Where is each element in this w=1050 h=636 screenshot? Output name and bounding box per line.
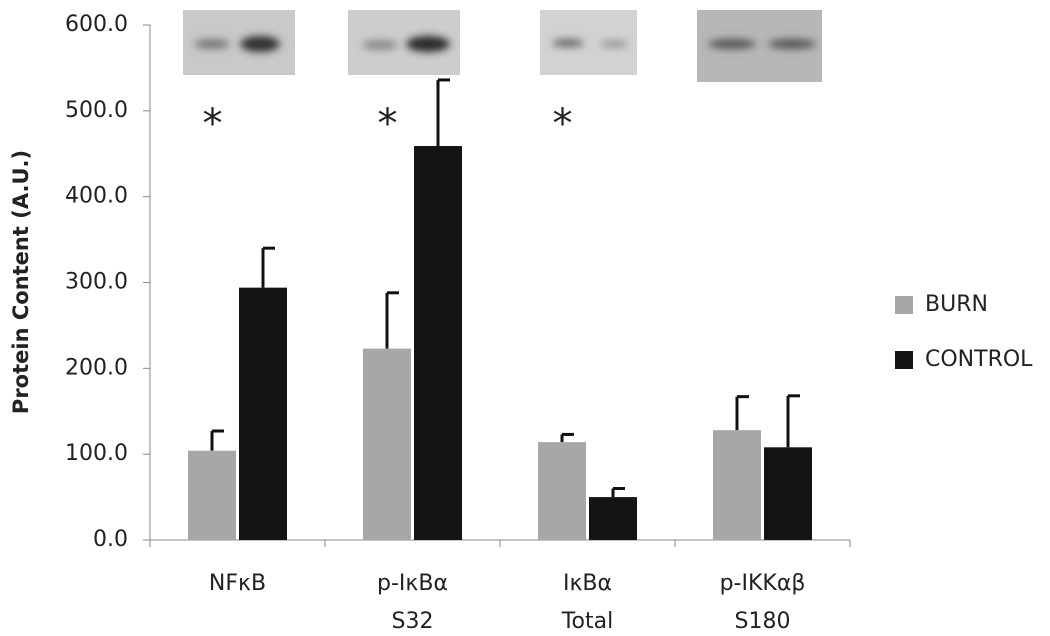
y-tick-label: 500.0	[65, 98, 128, 123]
legend-label: BURN	[925, 292, 988, 317]
bar	[239, 287, 287, 540]
y-tick-label: 300.0	[65, 270, 128, 295]
x-tick-label: S180	[735, 609, 791, 634]
significance-marker: *	[203, 101, 223, 147]
bar	[538, 442, 586, 540]
legend-label: CONTROL	[925, 347, 1033, 372]
y-axis-label: Protein Content (A.U.)	[9, 150, 33, 414]
x-tick-label: Total	[561, 609, 613, 634]
legend-swatch	[895, 351, 913, 369]
x-tick-label: NFκB	[209, 571, 266, 596]
significance-marker: *	[553, 101, 573, 147]
y-tick-label: 600.0	[65, 12, 128, 37]
bar	[764, 447, 812, 540]
x-tick-label: IκBα	[563, 571, 612, 596]
bar	[363, 348, 411, 540]
blot-images	[183, 10, 822, 82]
x-tick-label: S32	[392, 609, 434, 634]
x-tick-label: p-IKKαβ	[720, 571, 806, 596]
significance-marker: *	[378, 101, 398, 147]
y-tick-label: 0.0	[93, 527, 128, 552]
bar	[414, 146, 462, 540]
y-tick-label: 100.0	[65, 441, 128, 466]
x-tick-label: p-IκBα	[377, 571, 448, 596]
y-tick-label: 400.0	[65, 184, 128, 209]
bar	[188, 450, 236, 540]
bar	[713, 430, 761, 540]
bar	[589, 497, 637, 540]
y-tick-label: 200.0	[65, 355, 128, 380]
legend-swatch	[895, 296, 913, 314]
